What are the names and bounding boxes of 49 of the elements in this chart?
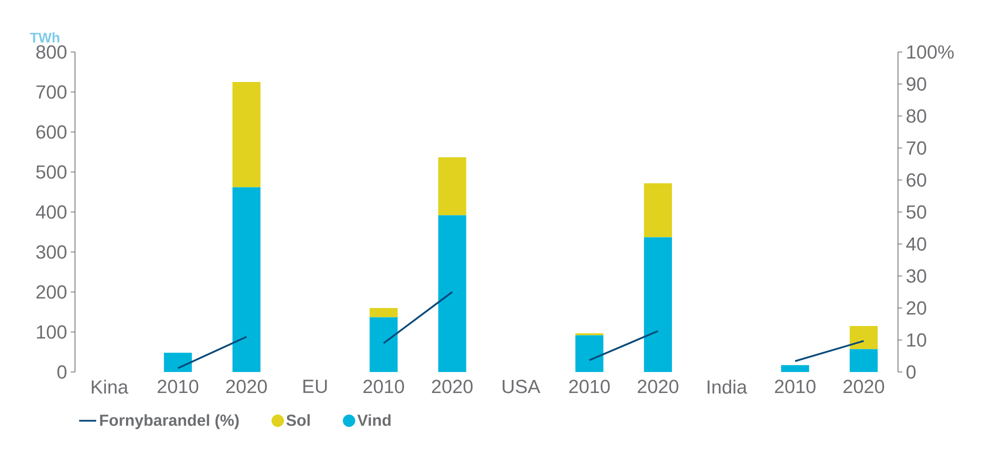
x-tick-label: Kina (92, 380, 128, 394)
y2-tick-label: 40 (906, 237, 926, 251)
legend-label: Vind (357, 414, 391, 426)
y-tick-label: 300 (36, 245, 66, 259)
y2-tick-label: 0 (906, 365, 916, 379)
y-tick-label: 500 (36, 165, 66, 179)
y2-tick-label: 60 (906, 173, 926, 187)
bar (232, 187, 260, 372)
bar (438, 215, 466, 372)
x-tick-label: 2010 (158, 380, 198, 394)
y-tick-label: 400 (36, 205, 66, 219)
bar (370, 308, 398, 318)
x-tick-label: 2020 (844, 380, 884, 394)
bar (644, 183, 672, 238)
y-tick-label: 700 (36, 85, 66, 99)
y2-tick-label: 50 (906, 205, 926, 219)
y2-tick-label: 90 (906, 77, 926, 91)
x-tick-label: EU (303, 380, 327, 394)
y-tick-label: 100 (36, 325, 66, 339)
y-tick-label: 0 (57, 365, 66, 379)
bar (850, 326, 878, 350)
x-tick-label: 2020 (432, 380, 473, 394)
x-tick-label: 2010 (569, 380, 610, 394)
bar (438, 157, 466, 216)
x-tick-label: 2010 (774, 380, 816, 394)
bar (781, 365, 810, 372)
bar (850, 349, 878, 372)
y2-tick-label: 80 (906, 109, 926, 123)
y2-tick-label: 30 (906, 269, 926, 283)
x-tick-label: 2010 (363, 380, 404, 394)
bar (164, 352, 192, 372)
y2-tick-label: 10 (907, 333, 926, 347)
y-axis-title: TWh (30, 32, 60, 42)
y-tick-label: 800 (36, 45, 66, 59)
x-tick-label: USA (502, 380, 540, 394)
bar (232, 82, 260, 188)
y-tick-label: 200 (36, 285, 66, 299)
y2-tick-label: 70 (906, 141, 926, 155)
y-tick-label: 600 (36, 125, 66, 139)
x-tick-label: 2020 (638, 380, 678, 394)
y2-tick-label: 100% (907, 45, 954, 59)
bar (575, 335, 604, 372)
legend-label: Sol (286, 414, 310, 426)
y2-tick-label: 20 (906, 301, 926, 315)
x-tick-label: India (708, 380, 748, 394)
legend-label: Fornybarandel (%) (100, 414, 239, 430)
bar (370, 317, 398, 372)
bar (644, 237, 672, 372)
x-tick-label: 2020 (226, 380, 267, 394)
